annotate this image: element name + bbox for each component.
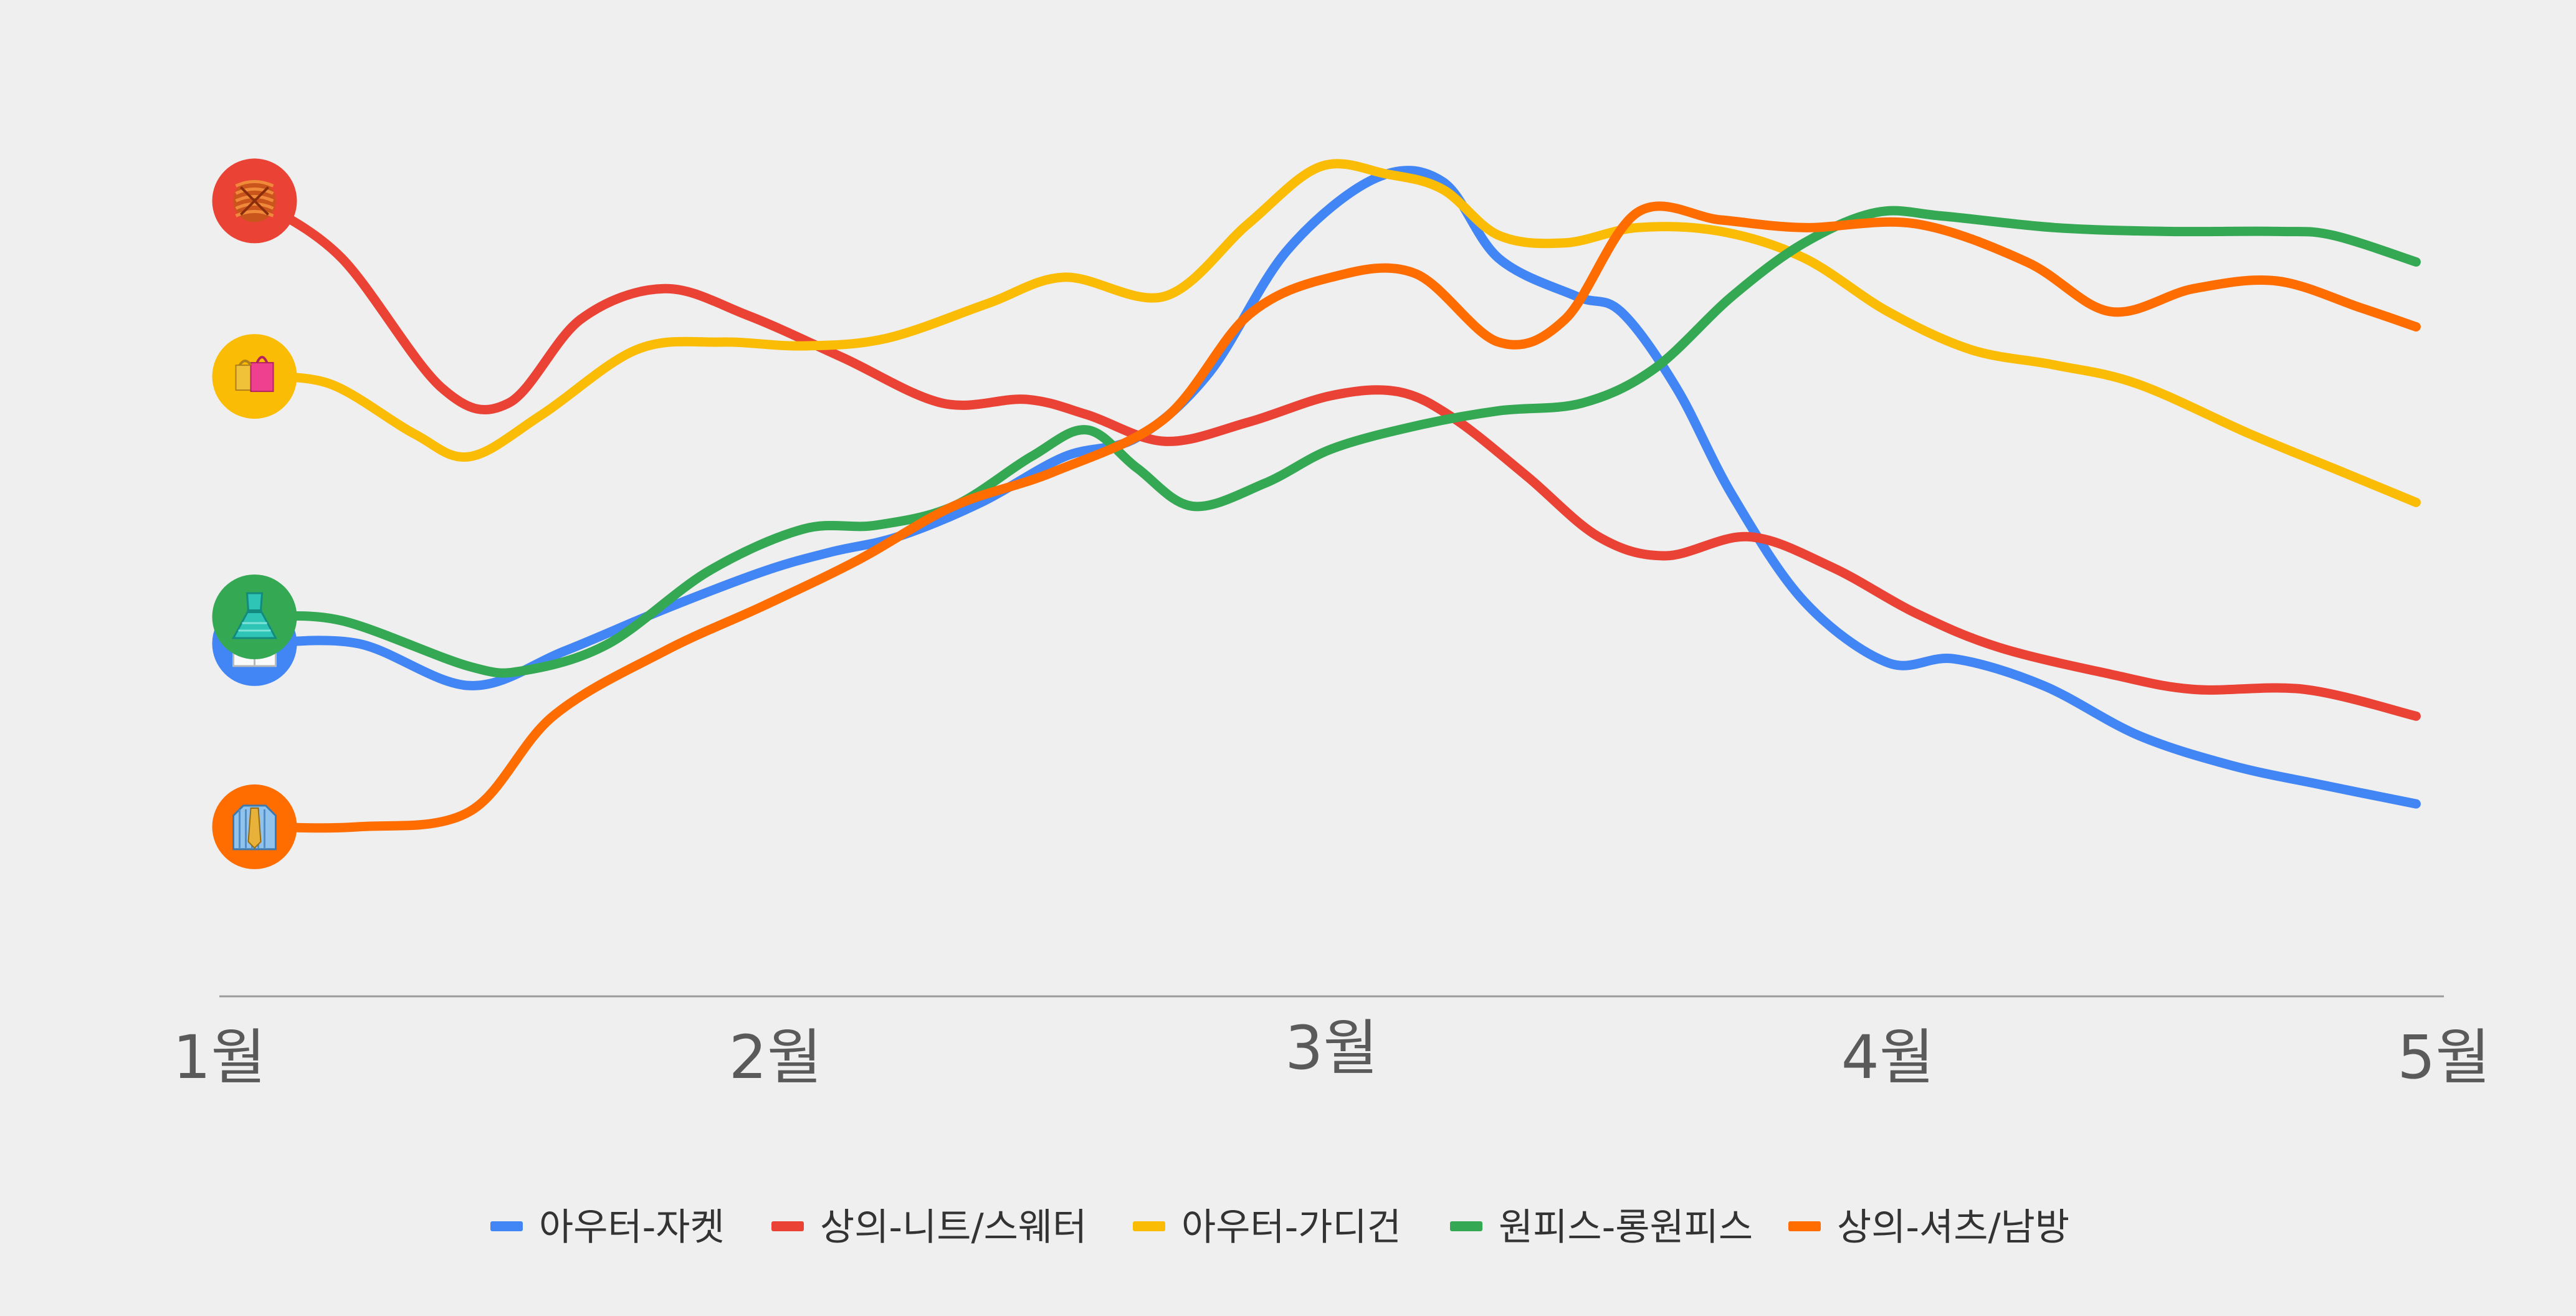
legend-item-아우터-자켓: 아우터-자켓 [490,1206,725,1249]
legend-label: 아우터-자켓 [539,1206,725,1249]
shirt-tie-icon [212,784,297,869]
x-tick-label: 1월 [173,1023,265,1092]
legend-swatch [490,1221,523,1231]
series-line-상의-니트-스웨터 [254,196,2421,721]
yarn-icon [212,158,297,244]
legend-label: 상의-셔츠/남방 [1837,1206,2069,1249]
legend-item-상의-셔츠-남방: 상의-셔츠/남방 [1788,1206,2069,1249]
series-line-아우터-가디건 [254,159,2421,507]
legend-item-아우터-가디건: 아우터-가디건 [1133,1206,1401,1249]
x-axis-ticks: 1월 2월 3월 4월 5월 [173,1013,2490,1092]
shopping-bags-icon [212,334,297,419]
series-start-icons [212,158,297,869]
x-tick-label: 4월 [1841,1023,1934,1092]
legend-swatch [1133,1221,1165,1231]
legend-item-상의-니트-스웨터: 상의-니트/스웨터 [771,1206,1087,1249]
x-tick-label: 3월 [1285,1013,1378,1083]
series-line-아우터-자켓 [254,166,2421,809]
series-line-원피스-롱원피스 [254,206,2421,678]
dress-icon [212,575,297,659]
legend-swatch [1450,1221,1482,1231]
legend-label: 원피스-롱원피스 [1499,1206,1753,1249]
legend-label: 상의-니트/스웨터 [820,1206,1087,1249]
legend-swatch [1788,1221,1821,1231]
legend-item-원피스-롱원피스: 원피스-롱원피스 [1450,1206,1753,1249]
series-line-상의-셔츠-남방 [254,201,2421,833]
x-tick-label: 5월 [2397,1023,2490,1092]
x-tick-label: 2월 [729,1023,822,1092]
legend-swatch [771,1221,804,1231]
series-lines [254,159,2421,833]
legend-label: 아우터-가디건 [1181,1206,1401,1249]
legend: 아우터-자켓 상의-니트/스웨터 아우터-가디건 원피스-롱원피스 상의-셔츠/남방 [490,1206,2069,1249]
